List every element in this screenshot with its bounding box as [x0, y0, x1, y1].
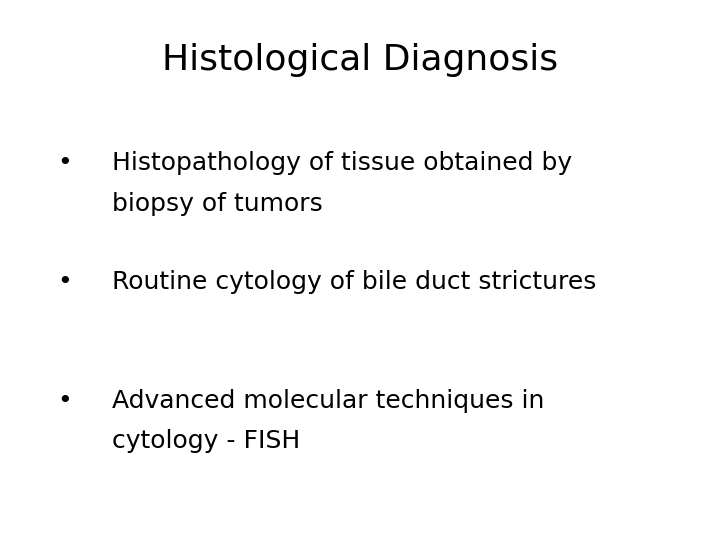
Text: Histological Diagnosis: Histological Diagnosis	[162, 43, 558, 77]
Text: Advanced molecular techniques in: Advanced molecular techniques in	[112, 389, 544, 413]
Text: Histopathology of tissue obtained by: Histopathology of tissue obtained by	[112, 151, 572, 175]
Text: Routine cytology of bile duct strictures: Routine cytology of bile duct strictures	[112, 270, 596, 294]
Text: •: •	[58, 270, 72, 294]
Text: •: •	[58, 389, 72, 413]
Text: biopsy of tumors: biopsy of tumors	[112, 192, 323, 215]
Text: cytology - FISH: cytology - FISH	[112, 429, 300, 453]
Text: •: •	[58, 151, 72, 175]
